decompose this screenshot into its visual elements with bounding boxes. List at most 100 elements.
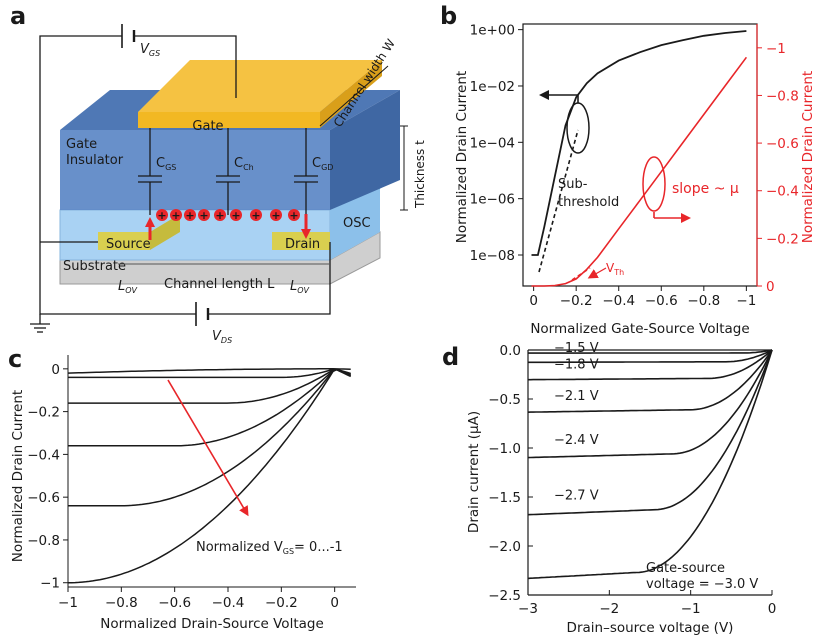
gate-top (138, 60, 382, 112)
plot-d-curve-label-4: −2.4 V (554, 433, 599, 448)
vgs-wire-right (134, 35, 237, 98)
osc-side (330, 182, 380, 260)
charge-0: + (156, 209, 168, 222)
plot-c-vgs-arrow (167, 379, 249, 517)
plot-b-left-tick-3: 1e−06 (470, 192, 515, 208)
plot-d-annotation-1: Gate-source (646, 561, 725, 576)
plot-b-left-tick-4: 1e−08 (470, 248, 515, 264)
plot-b-vth-label: VTh (606, 261, 624, 277)
svg-text:+: + (157, 209, 166, 222)
plot-b-right-tick-2: −0.6 (766, 136, 799, 152)
plot-d-curve-label-2: −1.8 V (554, 357, 599, 372)
cgs-label: CGS (156, 156, 176, 172)
gate-side (320, 60, 382, 128)
source-electrode-side (150, 214, 180, 250)
plot-b-x-tick-0: 0 (529, 293, 538, 309)
panel-a: a VGS VDS (10, 2, 427, 345)
plot-c-y-tick-4: −0.8 (27, 533, 60, 549)
panel-d-label: d (442, 343, 459, 371)
charge-4: + (214, 209, 226, 222)
vds-label: VDS (212, 329, 232, 345)
plot-c-x-tick-3: −0.4 (212, 595, 245, 611)
plot-b-subthreshold-ellipse (566, 102, 590, 154)
lov-right-label: LOV (290, 279, 310, 295)
panel-b: b 0 −0.2 −0.4 −0.6 −0.8 −1 1e+00 1e−02 1e−04 1e−… (440, 2, 816, 337)
osc-label: OSC (343, 216, 371, 231)
plot-c-curves (67, 368, 352, 584)
svg-text:+: + (185, 209, 194, 222)
panel-c-label: c (8, 345, 22, 373)
insulator-side (330, 90, 400, 210)
plot-b-left-ticks: 1e+00 1e−02 1e−04 1e−06 1e−08 (470, 23, 523, 264)
plot-d-curve-0 (528, 349, 773, 354)
plot-b-x-tick-3: −0.6 (645, 293, 678, 309)
drain-electrode (272, 232, 330, 250)
plot-c-y-tick-1: −0.2 (27, 405, 60, 421)
plot-b-x-tick-1: −0.2 (560, 293, 593, 309)
plot-d-curve-label-1: −1.5 V (554, 341, 599, 356)
plot-d-curve-6 (527, 349, 773, 580)
plot-c-x-tick-4: −0.2 (265, 595, 298, 611)
plot-b-left-tick-1: 1e−02 (470, 79, 515, 95)
plot-c-x-label: Normalized Drain-Source Voltage (100, 616, 324, 632)
plot-d-x-tick-0: −3 (518, 601, 538, 617)
substrate-label: Substrate (63, 259, 126, 274)
cgd-label: CGD (312, 156, 333, 172)
channel-width-dimension (319, 65, 389, 127)
svg-text:+: + (231, 209, 240, 222)
plot-b-left-tick-0: 1e+00 (470, 23, 515, 39)
plot-b-right-tick-5: 0 (766, 279, 775, 295)
svg-text:+: + (251, 209, 260, 222)
svg-text:+: + (199, 209, 208, 222)
plot-b-right-tick-3: −0.4 (766, 184, 799, 200)
plot-d-curve-1 (528, 349, 773, 364)
plot-c-x-tick-1: −0.8 (105, 595, 138, 611)
plot-c-y-ticks: 0 −0.2 −0.4 −0.6 −0.8 −1 (27, 362, 68, 592)
plot-c-y-tick-2: −0.4 (27, 447, 60, 463)
plot-d-curve-label-3: −2.1 V (554, 389, 599, 404)
plot-b-right-tick-1: −0.8 (766, 88, 799, 104)
plot-b-slope-label: slope ~ μ (672, 181, 739, 197)
plot-b-right-ticks: −1 −0.8 −0.6 −0.4 −0.2 0 (757, 41, 799, 295)
channel-charges: + + + + + + + + + (156, 209, 300, 222)
charge-6: + (250, 209, 262, 222)
plot-d-curves (527, 349, 773, 580)
plot-b-x-label: Normalized Gate-Source Voltage (530, 321, 749, 337)
panel-d: d −3 −2 −1 0 0.0 −0.5 −1.0 −1.5 −2.0 −2.5 −1.5 V… (442, 341, 776, 636)
plot-b-subthreshold-label-2: threshold (558, 195, 619, 210)
plot-c-curve-4 (68, 368, 352, 507)
panel-c: c −1 −0.8 −0.6 −0.4 −0.2 0 0−0.2−0.4−0.6−0.8−… (8, 345, 356, 632)
plot-d-x-ticks: −3 −2 −1 0 (518, 590, 776, 617)
svg-text:+: + (215, 209, 224, 222)
plot-b-x-tick-2: −0.4 (602, 293, 635, 309)
drain-label: Drain (285, 237, 320, 252)
plot-b-subthreshold-label-1: Sub- (558, 177, 588, 192)
plot-c-y-label: Normalized Drain Current (10, 390, 26, 562)
plot-c-x-ticks: −1 −0.8 −0.6 −0.4 −0.2 0 (58, 587, 339, 611)
plot-c-legend: Normalized VGS= 0...-1 (196, 540, 343, 556)
plot-d-curve-labels: −1.5 V−1.8 V −2.1 V −2.4 V −2.7 V (554, 341, 599, 504)
panel-b-label: b (440, 2, 457, 30)
plot-c-curve-5 (68, 368, 352, 584)
insulator-front (60, 130, 330, 210)
svg-text:+: + (289, 209, 298, 222)
plot-c-curve-2 (68, 368, 351, 404)
plot-d-curve-label-5: −2.7 V (554, 489, 599, 504)
plot-d-annotation-2: voltage = −3.0 V (646, 577, 758, 592)
vds-wire-right (208, 242, 331, 315)
plot-b-x-tick-5: −1 (736, 293, 756, 309)
plot-b-right-tick-0: −1 (766, 41, 786, 57)
plot-c-curve-3 (68, 368, 351, 447)
cch-label: CCh (234, 156, 254, 172)
charge-5: + (230, 209, 242, 222)
plot-b-left-y-label: Normalized Drain Current (454, 71, 470, 243)
plot-d-x-label: Drain–source voltage (V) (567, 620, 734, 636)
plot-c-y-tick-5: −1 (40, 576, 60, 592)
plot-b-x-tick-4: −0.8 (687, 293, 720, 309)
charge-3: + (198, 209, 210, 222)
panel-a-label: a (10, 2, 26, 30)
lov-left-label: LOV (118, 279, 138, 295)
source-electrode (98, 232, 150, 250)
svg-text:+: + (171, 209, 180, 222)
gate-front (138, 112, 320, 128)
